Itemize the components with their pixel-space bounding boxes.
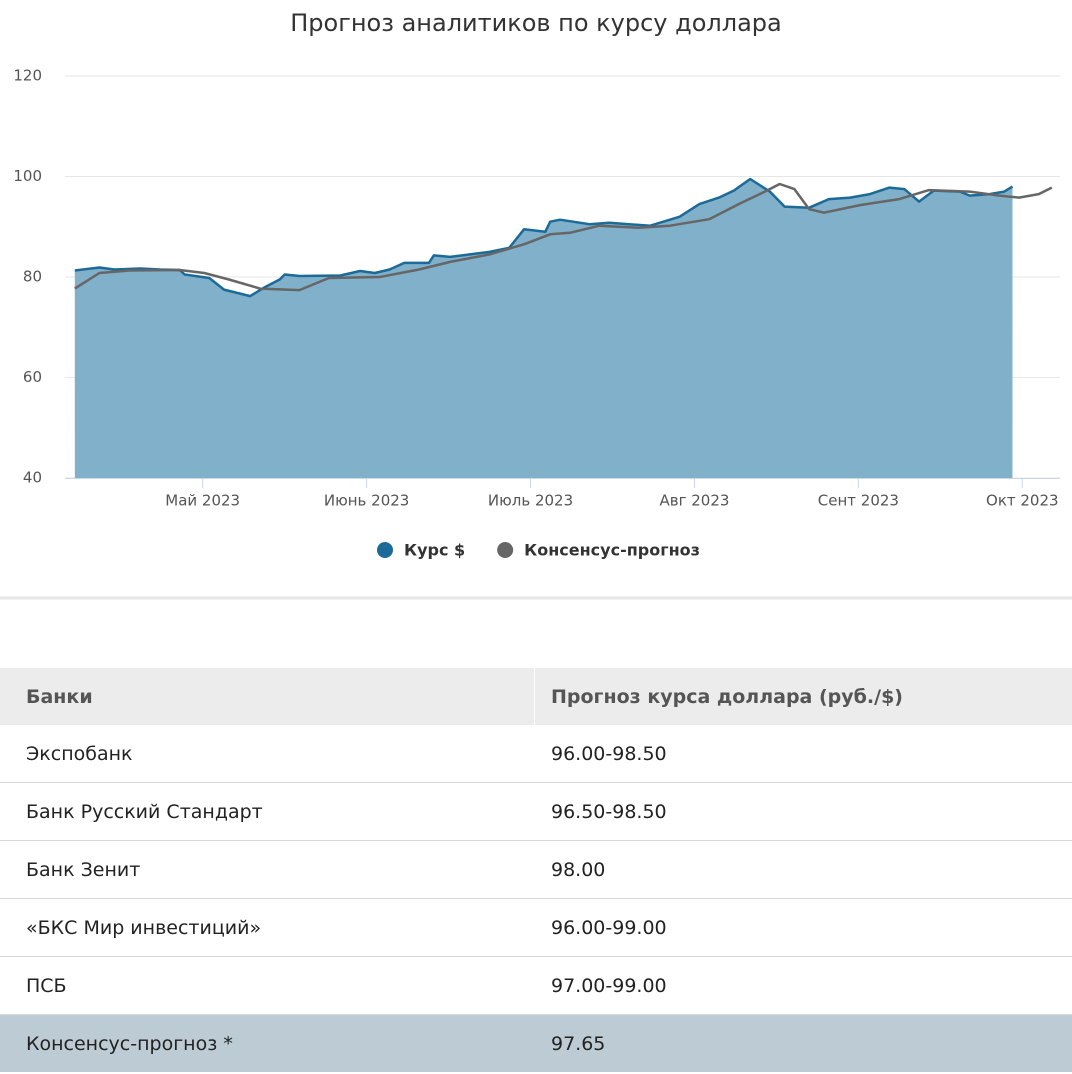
cell: «БКС Мир инвестиций» [26, 916, 262, 939]
x-tick-label: Сент 2023 [818, 492, 899, 510]
x-tick-label: Июнь 2023 [324, 492, 409, 510]
table-row: Экспобанк 96.00-98.50 [0, 725, 1072, 783]
table-row: Банк Русский Стандарт 96.50-98.50 [0, 783, 1072, 841]
x-tick-label: Июль 2023 [488, 492, 573, 510]
y-tick-label: 40 [23, 469, 42, 487]
y-tick-label: 120 [13, 67, 42, 85]
cell: 96.00-99.00 [551, 916, 667, 939]
legend-marker [377, 542, 393, 558]
table-row: ПСБ 97.00-99.00 [0, 957, 1072, 1015]
cell: Банк Зенит [26, 858, 141, 881]
cell: 98.00 [551, 858, 606, 881]
y-tick-label: 60 [23, 368, 42, 386]
area [74, 179, 1013, 478]
line [74, 182, 1053, 292]
cell: Экспобанк [26, 742, 133, 765]
table: Банки Прогноз курса доллара (руб./$) Экспо… [0, 668, 1072, 1072]
legend-marker [497, 542, 514, 558]
table-row: «БКС Мир инвестиций» 96.00-99.00 [0, 899, 1072, 957]
y-tick-label: 100 [13, 167, 42, 185]
x-tick-label: Май 2023 [165, 492, 240, 510]
cell: 96.00-98.50 [551, 742, 667, 765]
legend-label: Консенсус-прогноз [524, 541, 700, 560]
header-cell: Банки [0, 668, 535, 725]
cell: 97.00-99.00 [551, 974, 667, 997]
table-row: Банк Зенит 98.00 [0, 841, 1072, 899]
x-tick-label: Окт 2023 [986, 492, 1059, 510]
header-cell: Прогноз курса доллара (руб./$) [551, 685, 903, 708]
cell: 97.65 [551, 1032, 606, 1055]
cell: Консенсус-прогноз * [26, 1032, 233, 1055]
chart: Прогноз аналитиков по курсу доллара 40 60… [0, 9, 1072, 600]
table-row: Консенсус-прогноз * 97.65 [0, 1015, 1072, 1072]
x-tick-label: Авг 2023 [659, 492, 729, 510]
cell: 96.50-98.50 [551, 800, 667, 823]
cell: Банк Русский Стандарт [26, 800, 263, 823]
legend-label: Курс $ [404, 541, 465, 560]
y-tick-label: 80 [23, 268, 42, 286]
table-header: Банки Прогноз курса доллара (руб./$) [0, 668, 1072, 725]
cell: ПСБ [26, 974, 67, 997]
chart-title: Прогноз аналитиков по курсу доллара [290, 9, 781, 37]
line [74, 177, 1014, 298]
